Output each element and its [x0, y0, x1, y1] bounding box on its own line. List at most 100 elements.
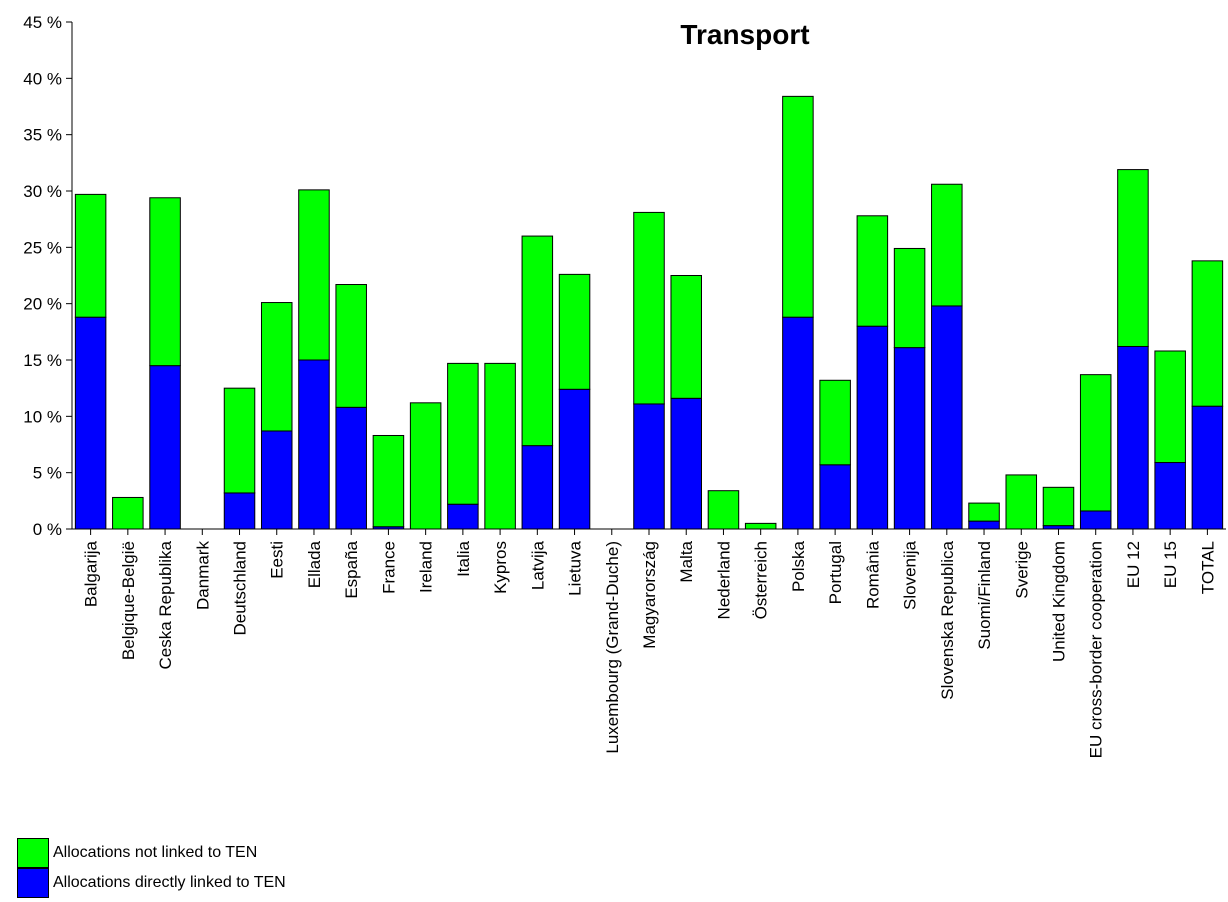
y-tick-label: 5 %: [33, 464, 62, 483]
x-tick-label: Ellada: [305, 540, 324, 588]
x-tick-label: TOTAL: [1198, 541, 1217, 594]
bar-segment-linked: [1154, 462, 1186, 530]
bar-segment-linked: [931, 305, 963, 530]
x-tick-label: Suomi/Finland: [975, 541, 994, 650]
x-tick-label: Nederland: [714, 541, 733, 619]
bar-segment-not-linked: [484, 362, 516, 530]
bar-segment-linked: [447, 503, 479, 530]
bar-segment-linked: [223, 492, 256, 530]
bar-segment-not-linked: [633, 211, 665, 405]
x-tick-label: Belgique-België: [119, 541, 138, 660]
bar-segment-not-linked: [335, 284, 367, 408]
bar-segment-not-linked: [968, 502, 1000, 522]
bar-segment-linked: [74, 316, 107, 530]
bar-segment-not-linked: [74, 193, 107, 318]
stacked-bar-chart: Transport 0 % 5 % 10 % 15 % 20 % 25 % 30 % 35 %…: [23, 13, 1226, 758]
x-tick-label: Slovenska Republica: [938, 540, 957, 699]
y-tick-label: 10 %: [23, 407, 62, 426]
bar-segment-not-linked: [298, 189, 330, 361]
bar-segment-linked: [1191, 405, 1224, 530]
x-tick-label: Slovenija: [901, 540, 920, 610]
x-tick-label: Magyarország: [640, 541, 659, 649]
bar-segment-linked: [968, 520, 1000, 530]
x-tick-label: United Kingdom: [1049, 541, 1068, 662]
bar-segment-not-linked: [819, 379, 851, 466]
y-tick-label: 20 %: [23, 295, 62, 314]
bar-segment-not-linked: [409, 402, 442, 530]
bar-segment-not-linked: [856, 215, 889, 327]
chart-title: Transport: [680, 19, 809, 50]
x-tick-label: Danmark: [193, 541, 212, 610]
x-tick-label: Polska: [789, 540, 808, 592]
x-tick-label: Deutschland: [231, 541, 250, 636]
bar-segment-not-linked: [1154, 350, 1186, 464]
bar-segment-linked: [149, 365, 181, 530]
legend-swatch-linked: [17, 868, 49, 898]
y-tick-label: 25 %: [23, 238, 62, 257]
legend-item-linked: Allocations directly linked to TEN: [17, 868, 286, 898]
bar-segment-not-linked: [744, 522, 777, 530]
y-axis: 0 % 5 % 10 % 15 % 20 % 25 % 30 % 35 % 40 % 45 %: [23, 13, 73, 539]
bar-segment-not-linked: [558, 273, 591, 390]
bar-segment-linked: [893, 347, 926, 530]
x-tick-label: EU cross-border cooperation: [1087, 541, 1106, 758]
x-axis: Balgarija Belgique-België Ceska Republika D…: [72, 528, 1226, 758]
bar-segment-linked: [521, 445, 554, 530]
bar-segment-not-linked: [447, 362, 479, 505]
legend-label-not-linked: Allocations not linked to TEN: [53, 844, 258, 861]
x-tick-label: România: [863, 540, 882, 609]
bar-segment-not-linked: [372, 434, 405, 528]
x-tick-label: France: [379, 541, 398, 594]
bar-segment-not-linked: [149, 197, 181, 367]
y-tick-label: 40 %: [23, 69, 62, 88]
x-tick-label: Kypros: [491, 541, 510, 594]
x-tick-label: Italia: [454, 540, 473, 576]
bar-segment-linked: [633, 403, 665, 530]
x-tick-label: Luxembourg (Grand-Duche): [603, 541, 622, 754]
bar-segment-linked: [782, 316, 814, 530]
bar-segment-linked: [819, 464, 851, 530]
bar-segment-linked: [1042, 525, 1075, 530]
y-tick-label: 30 %: [23, 182, 62, 201]
bar-segment-not-linked: [1079, 374, 1112, 512]
legend-swatch-not-linked: [17, 838, 49, 868]
bar-segment-not-linked: [1005, 474, 1038, 530]
x-tick-label: Portugal: [826, 541, 845, 604]
x-tick-label: EU 12: [1124, 541, 1143, 588]
x-tick-label: España: [342, 540, 361, 598]
bar-segment-linked: [1117, 345, 1149, 530]
bar-segment-not-linked: [670, 275, 702, 399]
bar-segment-linked: [856, 325, 889, 530]
x-tick-label: Balgarija: [82, 540, 101, 607]
x-tick-label: Eesti: [268, 541, 287, 579]
bar-segment-linked: [670, 397, 702, 530]
y-tick-label: 15 %: [23, 351, 62, 370]
bar-segment-linked: [335, 406, 367, 530]
y-tick-label: 0 %: [33, 520, 62, 539]
bar-segment-linked: [1079, 510, 1112, 530]
y-tick-label: 35 %: [23, 126, 62, 145]
bar-segment-not-linked: [782, 95, 814, 318]
bar-segment-not-linked: [260, 302, 293, 432]
bar-segment-not-linked: [1117, 169, 1149, 347]
x-tick-label: EU 15: [1161, 541, 1180, 588]
x-tick-label: Malta: [677, 540, 696, 582]
bar-segment-not-linked: [893, 247, 926, 349]
bar-segment-linked: [260, 430, 293, 530]
legend-label-linked: Allocations directly linked to TEN: [53, 874, 286, 891]
bar-segment-not-linked: [223, 387, 256, 494]
bar-segment-not-linked: [521, 235, 554, 447]
bar-segment-linked: [298, 359, 330, 530]
bar-segment-not-linked: [1042, 486, 1075, 527]
bars: [74, 95, 1224, 530]
x-tick-label: Sverige: [1012, 541, 1031, 599]
bar-segment-not-linked: [707, 490, 740, 530]
bar-segment-not-linked: [1191, 260, 1224, 407]
legend-item-not-linked: Allocations not linked to TEN: [17, 838, 286, 868]
y-tick-label: 45 %: [23, 13, 62, 32]
x-tick-label: Latvija: [528, 540, 547, 590]
bar-segment-not-linked: [931, 183, 963, 307]
x-tick-label: Österreich: [752, 541, 771, 619]
x-tick-label: Ireland: [417, 541, 436, 593]
bar-segment-linked: [558, 388, 591, 530]
